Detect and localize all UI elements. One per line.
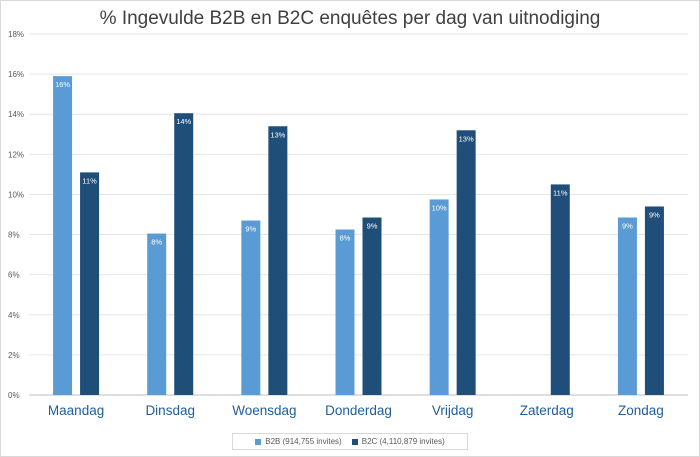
- bar: [456, 130, 476, 395]
- bar: [550, 184, 570, 395]
- legend: B2B (914,755 invites) B2C (4,110,879 inv…: [232, 433, 468, 450]
- x-tick-label: Dinsdag: [145, 403, 195, 418]
- bar: [53, 76, 73, 395]
- bar: [80, 172, 100, 395]
- y-tick-label: 4%: [8, 311, 20, 320]
- bar: [241, 220, 261, 395]
- bar: [268, 126, 288, 395]
- x-tick-label: Zaterdag: [520, 403, 574, 418]
- x-tick-label: Woensdag: [232, 403, 296, 418]
- x-tick-label: Maandag: [48, 403, 104, 418]
- data-label: 9%: [245, 225, 256, 234]
- legend-swatch-b2b: [255, 438, 262, 445]
- y-tick-label: 0%: [8, 391, 20, 400]
- bar: [147, 233, 167, 395]
- y-tick-label: 2%: [8, 351, 20, 360]
- x-tick-label: Zondag: [618, 403, 664, 418]
- data-label: 11%: [82, 176, 97, 185]
- y-tick-label: 10%: [8, 190, 24, 199]
- legend-label-b2b: B2B (914,755 invites): [265, 437, 342, 446]
- legend-swatch-b2c: [351, 438, 358, 445]
- data-label: 14%: [176, 117, 191, 126]
- data-label: 9%: [649, 210, 660, 219]
- chart-title: % Ingevulde B2B en B2C enquêtes per dag …: [99, 8, 601, 29]
- bar: [617, 217, 637, 395]
- bar: [362, 217, 382, 395]
- y-tick-label: 14%: [8, 110, 24, 119]
- data-label: 13%: [459, 134, 474, 143]
- bar: [174, 113, 194, 395]
- data-label: 9%: [622, 222, 633, 231]
- data-label: 9%: [367, 222, 378, 231]
- x-tick-label: Vrijdag: [432, 403, 474, 418]
- x-tick-label: Donderdag: [325, 403, 392, 418]
- data-label: 10%: [432, 203, 447, 212]
- y-tick-label: 8%: [8, 231, 20, 240]
- data-label: 8%: [340, 234, 351, 243]
- bar: [644, 206, 664, 395]
- data-label: 11%: [553, 188, 568, 197]
- data-label: 8%: [151, 238, 162, 247]
- bar: [335, 229, 355, 395]
- legend-item-b2b: B2B (914,755 invites): [255, 437, 342, 446]
- legend-label-b2c: B2C (4,110,879 invites): [361, 437, 445, 446]
- legend-item-b2c: B2C (4,110,879 invites): [351, 437, 445, 446]
- data-label: 16%: [55, 80, 70, 89]
- y-tick-label: 18%: [8, 30, 24, 39]
- y-tick-label: 12%: [8, 150, 24, 159]
- y-tick-label: 16%: [8, 70, 24, 79]
- y-tick-label: 6%: [8, 271, 20, 280]
- bar: [429, 199, 449, 395]
- data-label: 13%: [270, 130, 285, 139]
